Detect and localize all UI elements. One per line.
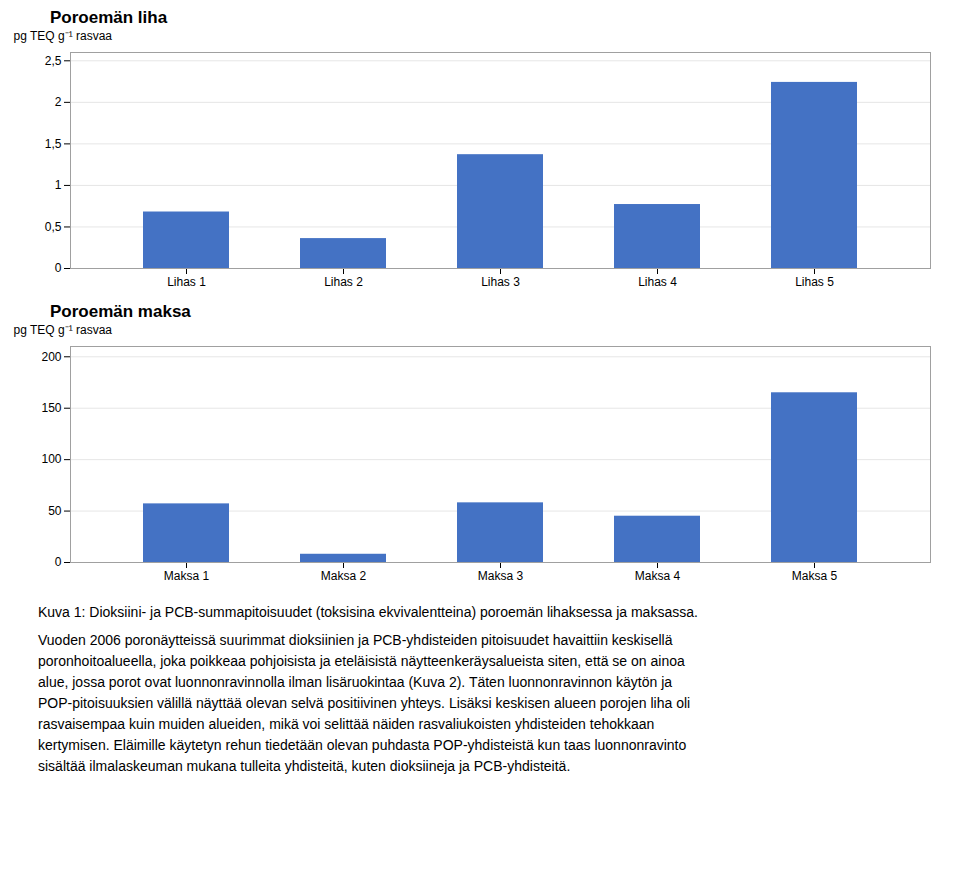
svg-text:Maksa 2: Maksa 2	[321, 569, 367, 583]
svg-text:2,5: 2,5	[45, 54, 62, 68]
svg-text:pg TEQ g⁻¹ rasvaa: pg TEQ g⁻¹ rasvaa	[14, 29, 113, 43]
svg-text:Maksa 1: Maksa 1	[164, 569, 210, 583]
svg-text:0,5: 0,5	[45, 220, 62, 234]
svg-text:Lihas 5: Lihas 5	[795, 275, 834, 289]
svg-text:1: 1	[55, 178, 62, 192]
svg-text:Lihas 2: Lihas 2	[324, 275, 363, 289]
svg-text:0: 0	[55, 555, 62, 569]
svg-text:pg TEQ g⁻¹ rasvaa: pg TEQ g⁻¹ rasvaa	[14, 323, 113, 337]
svg-text:Maksa 4: Maksa 4	[635, 569, 681, 583]
svg-text:0: 0	[55, 261, 62, 275]
svg-text:50: 50	[48, 504, 62, 518]
html-text:Kuva 1: Dioksiini- ja PCB-summ: Kuva 1: Dioksiini- ja PCB-summapitoisuud…	[38, 604, 698, 620]
svg-text:100: 100	[41, 452, 61, 466]
svg-text:1,5: 1,5	[45, 137, 62, 151]
svg-text:Lihas 3: Lihas 3	[481, 275, 520, 289]
svg-text:Lihas 4: Lihas 4	[638, 275, 677, 289]
svg-text:2: 2	[55, 95, 62, 109]
svg-text:200: 200	[41, 350, 61, 364]
html-text:Poroemän maksa: Poroemän maksa	[50, 302, 191, 321]
svg-text:Lihas 1: Lihas 1	[167, 275, 206, 289]
html-text:Poroemän liha: Poroemän liha	[50, 8, 168, 27]
html-text:Vuoden 2006 poronäytteissä suu: Vuoden 2006 poronäytteissä suurimmat dio…	[38, 632, 691, 774]
svg-text:Maksa 3: Maksa 3	[478, 569, 524, 583]
svg-text:150: 150	[41, 401, 61, 415]
svg-text:Maksa 5: Maksa 5	[792, 569, 838, 583]
